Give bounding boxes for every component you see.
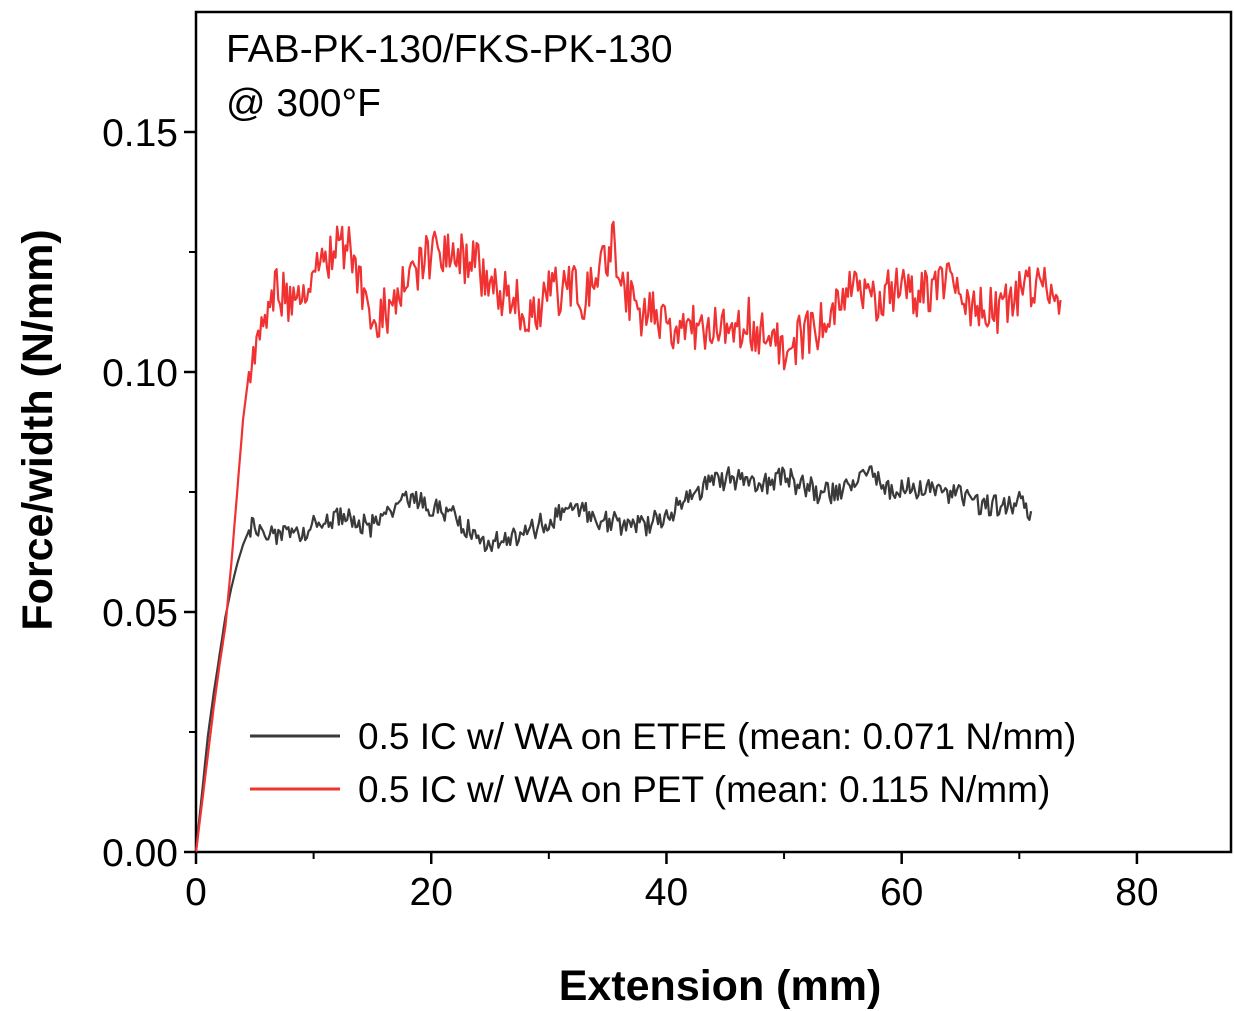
annotation-line-2: @ 300°F: [226, 82, 381, 125]
annotation-line-1: FAB-PK-130/FKS-PK-130: [226, 28, 673, 71]
plot-border: [194, 10, 1233, 854]
y-tick-label: 0.10: [102, 352, 178, 395]
x-axis-ticks: 0 20 40 60 80: [185, 852, 1159, 914]
legend-label-pet: 0.5 IC w/ WA on PET (mean: 0.115 N/mm): [358, 769, 1050, 810]
y-axis-ticks: 0.00 0.05 0.10 0.15: [102, 112, 196, 875]
x-tick-label: 60: [880, 871, 923, 914]
y-tick-label: 0.05: [102, 592, 178, 635]
y-tick-label: 0.00: [102, 832, 178, 875]
plot-frame: [194, 10, 1233, 854]
x-tick-label: 80: [1115, 871, 1158, 914]
series-line-1: [194, 220, 1062, 853]
y-tick-label: 0.15: [102, 112, 178, 155]
series-layer: [194, 220, 1062, 853]
x-tick-label: 40: [645, 871, 688, 914]
series-line-0: [194, 465, 1033, 853]
x-tick-label: 20: [410, 871, 453, 914]
y-axis-title: Force/width (N/mm): [14, 229, 62, 630]
x-axis-title: Extension (mm): [559, 962, 882, 1010]
legend-label-etfe: 0.5 IC w/ WA on ETFE (mean: 0.071 N/mm): [358, 716, 1076, 757]
legend: 0.5 IC w/ WA on ETFE (mean: 0.071 N/mm) …: [250, 716, 1076, 810]
x-tick-label: 0: [185, 871, 207, 914]
